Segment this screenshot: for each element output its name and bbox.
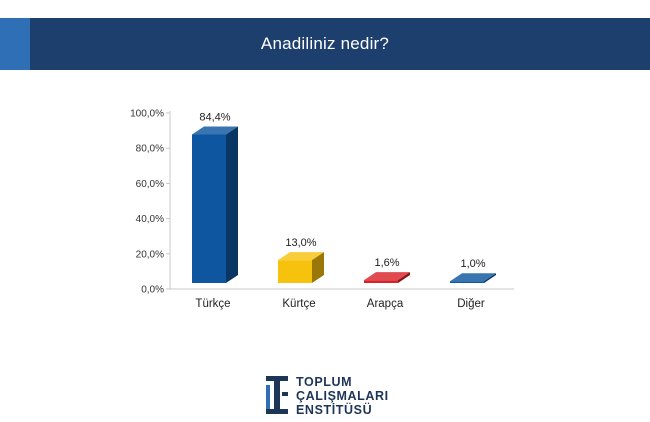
title-bar: Anadiliniz nedir? [0,18,650,70]
institute-logo: TOPLUM ÇALIŞMALARI ENSTİTÜSÜ [266,372,396,420]
y-tick-label: 100,0% [130,109,164,120]
y-tick-label: 80,0% [136,144,164,155]
logo-line-2: ÇALIŞMALARI [296,389,389,403]
logo-mark-icon [266,376,288,414]
bar-2 [278,252,324,283]
title-accent [0,18,30,70]
bar-front [278,260,312,283]
y-tick-label: 0,0% [141,285,164,296]
chart-title: Anadiliniz nedir? [260,34,390,53]
bar-front [192,134,226,283]
logo-line-3: ENSTİTÜSÜ [296,403,373,417]
y-tick-label: 40,0% [136,214,164,225]
bar-1 [192,126,238,284]
bar-side [398,272,410,283]
data-label: 1,0% [460,258,485,270]
bar-side [226,126,238,284]
data-label: 1,6% [374,257,399,269]
bar-4 [450,273,496,283]
bar-side [312,252,324,283]
data-label: 84,4% [199,111,230,123]
bar-top [192,126,238,135]
bar-top [450,273,496,282]
data-label: 13,0% [285,237,316,249]
y-tick-label: 20,0% [136,249,164,260]
x-tick-label: Arapça [367,298,404,310]
logo-line-1: TOPLUM [296,375,353,389]
bar-top [278,252,324,261]
bar-3 [364,272,410,283]
x-tick-label: Diğer [457,298,485,310]
bar-side [484,273,496,283]
x-tick-label: Türkçe [195,298,230,310]
bar-top [364,272,410,281]
bar-front [364,280,398,283]
x-tick-label: Kürtçe [282,298,315,310]
y-tick-label: 60,0% [136,179,164,190]
bar-front [450,281,484,283]
